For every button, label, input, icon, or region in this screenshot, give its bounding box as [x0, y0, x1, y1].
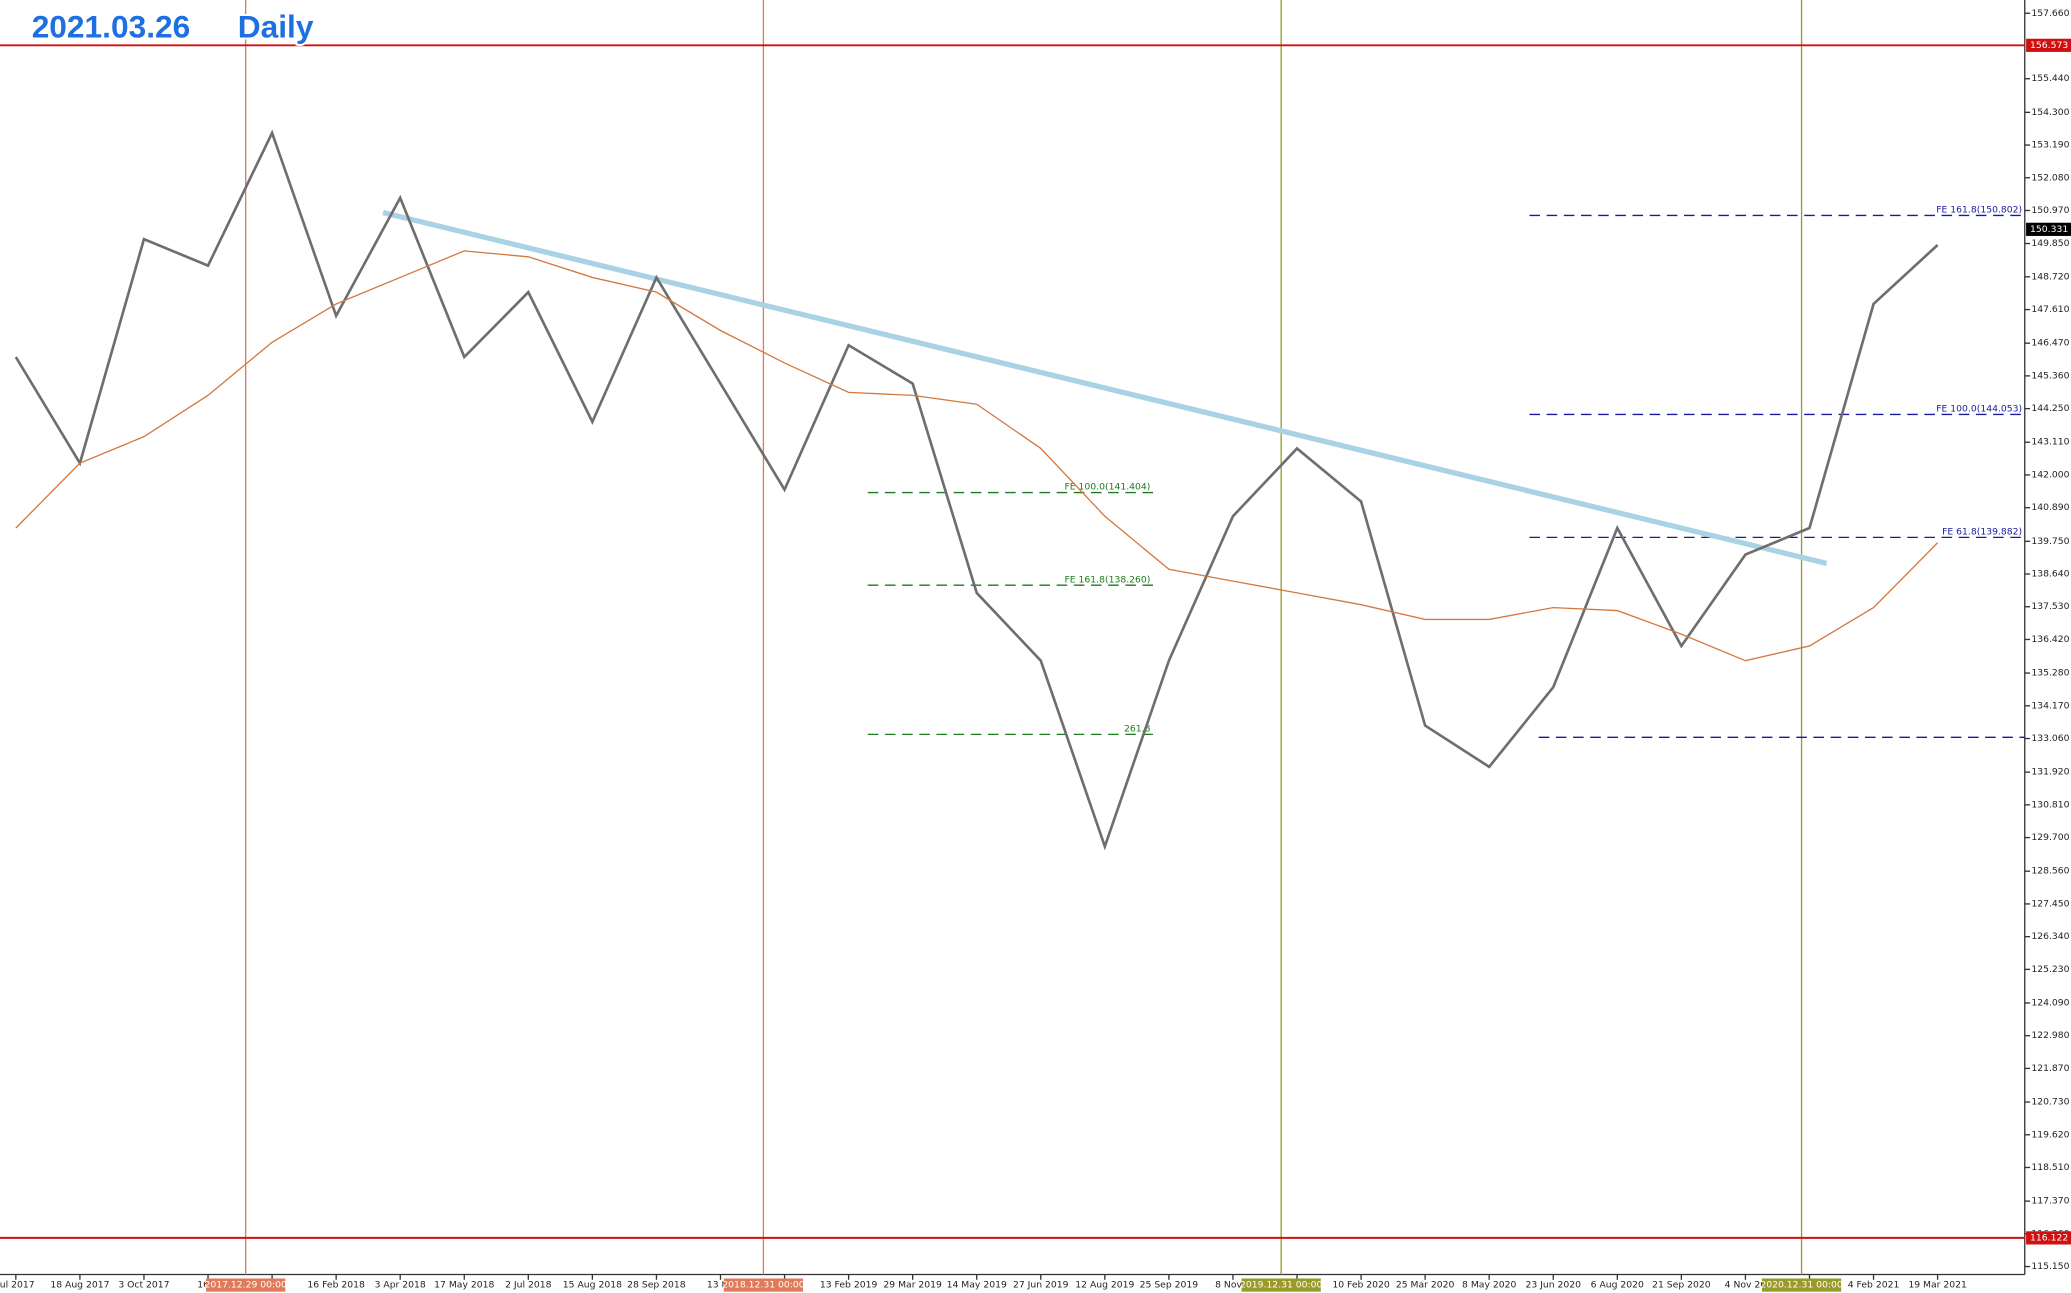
x-tick-label: 15 Aug 2018 — [563, 1280, 622, 1291]
separator-label: 2018.12.31 00:00 — [722, 1280, 805, 1291]
y-tick-label: 136.420 — [2031, 634, 2069, 645]
x-tick-label: 27 Jun 2019 — [1013, 1280, 1069, 1291]
y-tick-label: 154.300 — [2031, 107, 2069, 118]
x-tick-label: 21 Sep 2020 — [1652, 1280, 1711, 1291]
separator-label: 2020.12.31 00:00 — [1760, 1280, 1843, 1291]
y-tick-label: 138.640 — [2031, 569, 2069, 580]
x-tick-label: 12 Aug 2019 — [1075, 1280, 1134, 1291]
level-label: FE 100.0(141.404) — [1064, 482, 1150, 493]
separator-badge — [1761, 1278, 1842, 1292]
x-tick-label: 6 Aug 2020 — [1591, 1280, 1644, 1291]
x-tick-label: 2 Jul 2018 — [505, 1280, 552, 1291]
y-tick-label: 117.370 — [2031, 1196, 2069, 1207]
level-label: 261.8 — [1124, 724, 1151, 735]
x-tick-label: 13 Feb 2019 — [820, 1280, 878, 1291]
y-tick-label: 148.720 — [2031, 271, 2069, 282]
y-tick-label: 122.980 — [2031, 1030, 2069, 1041]
timeframe: Daily — [238, 8, 314, 44]
y-tick-label: 144.250 — [2031, 403, 2069, 414]
price-label: 116.122 — [2030, 1232, 2068, 1243]
y-tick-label: 152.080 — [2031, 172, 2069, 183]
x-tick-label: 17 May 2018 — [434, 1280, 494, 1291]
x-tick-label: 19 Mar 2021 — [1908, 1280, 1967, 1291]
series-line — [15, 250, 1939, 662]
x-tick-label: 3 Oct 2017 — [118, 1280, 169, 1291]
x-tick-label: 4 Feb 2021 — [1848, 1280, 1900, 1291]
x-tick-label: 23 Jun 2020 — [1525, 1280, 1581, 1291]
y-tick-label: 145.360 — [2031, 370, 2069, 381]
x-tick-label: 25 Mar 2020 — [1396, 1280, 1455, 1291]
y-tick-label: 127.450 — [2031, 898, 2069, 909]
x-tick-label: 28 Sep 2018 — [627, 1280, 686, 1291]
separator-label: 2017.12.29 00:00 — [204, 1280, 287, 1291]
separator-label: 2019.12.31 00:00 — [1240, 1280, 1323, 1291]
y-tick-label: 147.610 — [2031, 304, 2069, 315]
price-label: 156.573 — [2030, 40, 2068, 51]
y-tick-label: 120.730 — [2031, 1097, 2069, 1108]
level-label: FE 161.8(138.260) — [1064, 574, 1150, 585]
y-tick-label: 137.530 — [2031, 601, 2069, 612]
x-tick-label: 10 Feb 2020 — [1332, 1280, 1390, 1291]
price-badge — [2026, 38, 2071, 52]
level-label: FE 100.0(144.053) — [1936, 404, 2022, 415]
y-tick-label: 146.470 — [2031, 338, 2069, 349]
y-tick-label: 131.920 — [2031, 767, 2069, 778]
x-tick-label: 3 Apr 2018 — [375, 1280, 426, 1291]
y-tick-label: 130.810 — [2031, 799, 2069, 810]
y-tick-label: 150.970 — [2031, 205, 2069, 216]
x-tick-label: 25 Sep 2019 — [1140, 1280, 1199, 1291]
y-tick-label: 126.340 — [2031, 931, 2069, 942]
x-tick-label: 16 Feb 2018 — [307, 1280, 365, 1291]
y-tick-label: 155.440 — [2031, 73, 2069, 84]
x-tick-label: Jul 2017 — [0, 1280, 35, 1291]
level-label: FE 61.8(139.882) — [1942, 527, 2022, 538]
trendline — [382, 209, 1828, 566]
y-tick-label: 129.700 — [2031, 832, 2069, 843]
current-price-label: 150.331 — [2030, 224, 2068, 235]
y-tick-label: 149.850 — [2031, 238, 2069, 249]
y-tick-label: 139.750 — [2031, 536, 2069, 547]
y-tick-label: 135.280 — [2031, 668, 2069, 679]
x-tick-label: 18 Aug 2017 — [50, 1280, 109, 1291]
y-tick-label: 118.510 — [2031, 1162, 2069, 1173]
current-price-badge — [2026, 222, 2071, 236]
x-tick-label: 4 Nov 20 — [1725, 1280, 1767, 1291]
separator-badge — [206, 1278, 286, 1292]
y-tick-label: 128.560 — [2031, 866, 2069, 877]
series-line — [14, 129, 1939, 851]
y-tick-label: 121.870 — [2031, 1063, 2069, 1074]
y-tick-label: 142.000 — [2031, 469, 2069, 480]
y-tick-label: 124.090 — [2031, 997, 2069, 1008]
chart-title: 2021.03.26 — [32, 8, 191, 44]
y-tick-label: 119.620 — [2031, 1129, 2069, 1140]
y-tick-label: 125.230 — [2031, 964, 2069, 975]
price-badge — [2026, 1231, 2071, 1245]
y-tick-label: 134.170 — [2031, 700, 2069, 711]
y-tick-label: 133.060 — [2031, 733, 2069, 744]
x-tick-label: 8 Nov 2 — [1215, 1280, 1251, 1291]
y-tick-label: 153.190 — [2031, 140, 2069, 151]
separator-badge — [1241, 1278, 1321, 1292]
x-tick-label: 13 No — [707, 1280, 735, 1291]
y-tick-label: 157.660 — [2031, 8, 2069, 19]
y-tick-label: 140.890 — [2031, 502, 2069, 513]
y-tick-label: 115.150 — [2031, 1261, 2069, 1272]
x-tick-label: 14 May 2019 — [947, 1280, 1007, 1291]
level-label: FE 161.8(150.802) — [1936, 205, 2022, 216]
y-tick-label: 143.110 — [2031, 437, 2069, 448]
separator-badge — [723, 1278, 804, 1292]
x-tick-label: 29 Mar 2019 — [883, 1280, 942, 1291]
x-tick-label: 8 May 2020 — [1462, 1280, 1516, 1291]
